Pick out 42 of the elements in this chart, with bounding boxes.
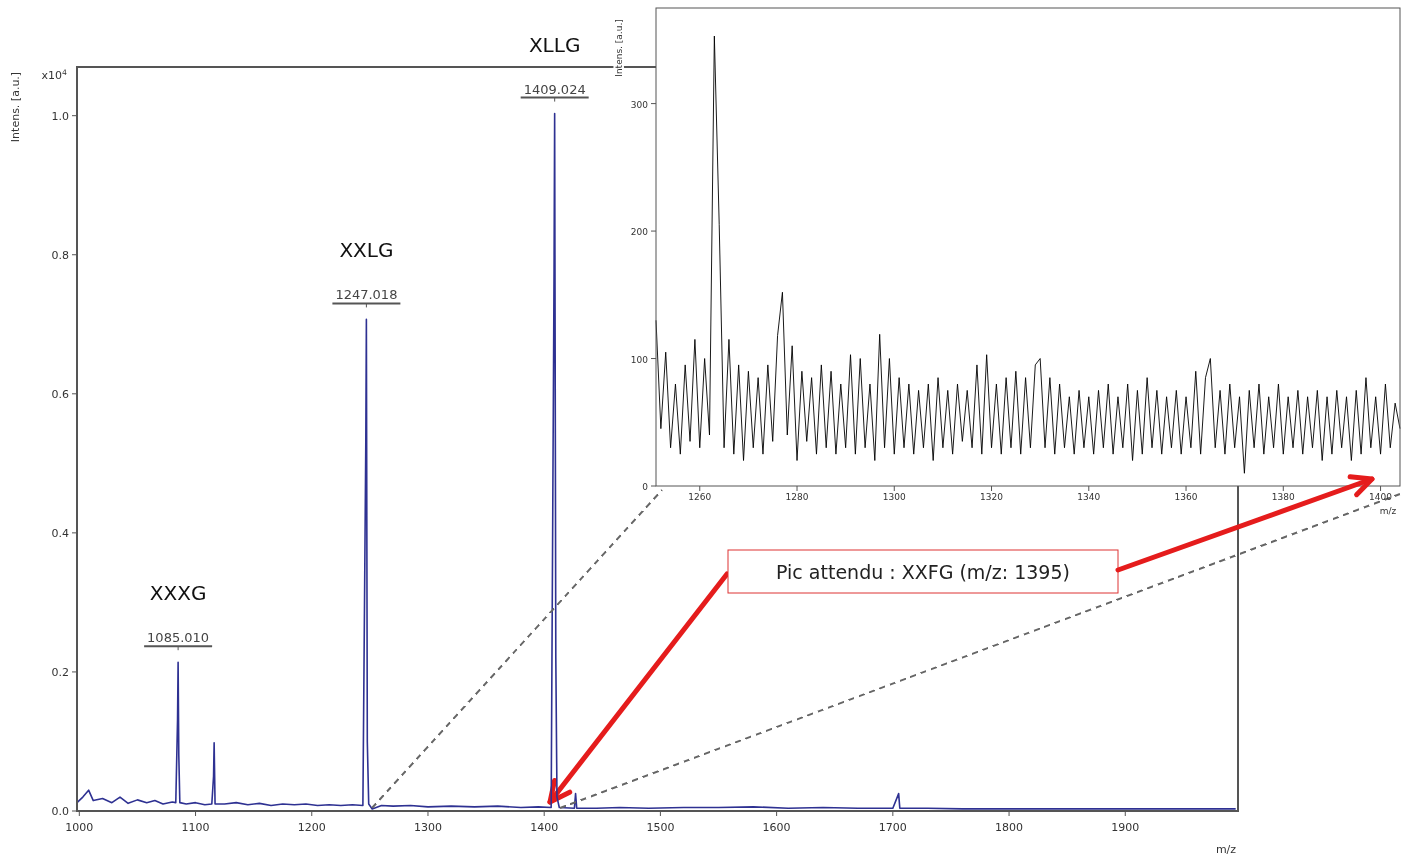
x-tick-label: 1260 — [688, 492, 712, 502]
x-tick-label: 1380 — [1271, 492, 1296, 502]
annotation: 1085.010 — [147, 630, 210, 646]
x-tick-label: 1900 — [1111, 821, 1140, 834]
x-tick-label: 1100 — [181, 821, 210, 834]
y-axis-title: Intens. [a.u.] — [614, 19, 624, 77]
x-tick-label: 1400 — [1369, 492, 1393, 502]
line-series — [655, 35, 1401, 474]
y-tick-label: 100 — [630, 354, 649, 365]
annotation: XLLG — [528, 32, 581, 57]
annotation: 1247.018 — [335, 287, 398, 303]
x-tick-label: 1000 — [65, 821, 94, 834]
annotation: XXXG — [149, 581, 207, 606]
y-axis-title: Intens. [a.u.] — [9, 71, 22, 143]
x-tick-label: 1320 — [980, 492, 1004, 502]
x-tick-label: 1600 — [762, 821, 791, 834]
y-tick-label: 0.2 — [51, 665, 69, 679]
line-series — [76, 112, 1237, 810]
y-tick-label: 200 — [630, 227, 649, 238]
y-tick-label: 0.0 — [51, 805, 69, 818]
text: x10$^{4}$ — [41, 67, 68, 82]
x-tick-label: 1300 — [413, 821, 442, 834]
x-axis-title: m/z — [1215, 843, 1237, 854]
x-tick-label: 1200 — [297, 821, 326, 834]
annotation: 1409.024 — [523, 81, 586, 97]
x-tick-label: 1360 — [1174, 492, 1198, 502]
annotation: XXLG — [339, 238, 394, 263]
annotation: Pic attendu : XXFG (m/z: 1395) — [776, 561, 1070, 583]
x-tick-label: 1300 — [882, 492, 906, 502]
y-tick-label: 0.6 — [51, 387, 69, 401]
x-tick-label: 1500 — [646, 821, 675, 834]
y-tick-label: 0.8 — [51, 248, 69, 262]
x-tick-label: 1400 — [530, 821, 559, 834]
x-tick-label: 1280 — [785, 492, 809, 502]
x-axis-title: m/z — [1379, 506, 1397, 516]
y-tick-label: 0.4 — [51, 526, 69, 540]
y-tick-label: 1.0 — [51, 109, 69, 123]
x-tick-label: 1340 — [1077, 492, 1101, 502]
y-tick-label: 0 — [642, 482, 649, 492]
y-tick-label: 300 — [630, 99, 649, 110]
x-tick-label: 1700 — [878, 821, 907, 834]
x-tick-label: 1800 — [995, 821, 1024, 834]
